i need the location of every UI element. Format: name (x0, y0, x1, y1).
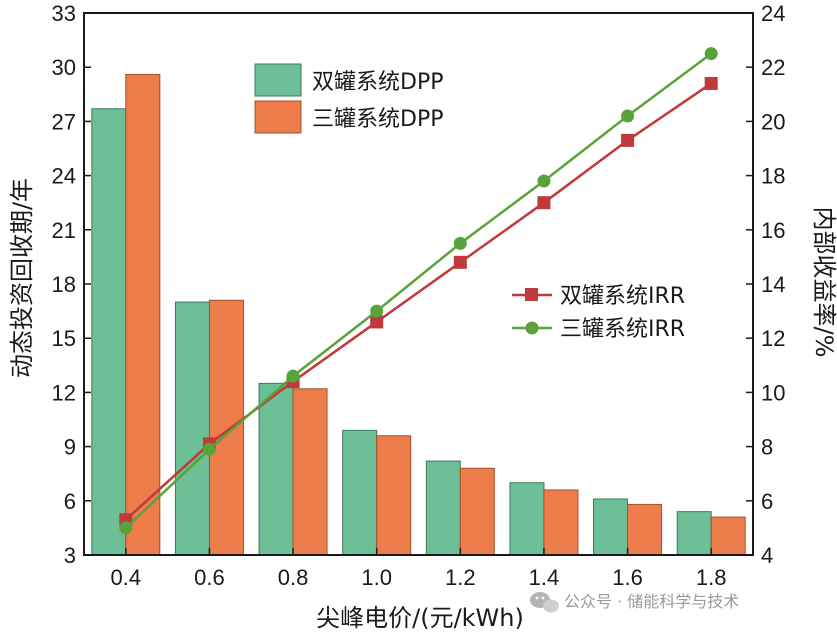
y-left-tick-label: 6 (64, 489, 76, 514)
wechat-icon (530, 592, 559, 613)
bar-dual-dpp-1.8 (676, 511, 712, 556)
watermark-text: 公众号 · 储能科学与技术 (564, 592, 739, 611)
y-right-tick-label: 18 (761, 164, 785, 189)
point-dual-irr-1.2 (453, 255, 467, 269)
bar-triple-dpp-1.4 (543, 489, 579, 556)
bar-triple-dpp-1.2 (459, 467, 495, 556)
bar-triple-dpp-1.6 (627, 503, 663, 556)
y-left-tick-label: 18 (52, 272, 76, 297)
bar-triple-dpp-0.4 (125, 73, 161, 556)
line-triple-irr (124, 52, 712, 529)
y-left-tick-label: 30 (52, 55, 76, 80)
point-dual-irr-1.4 (537, 196, 551, 210)
point-triple-irr-1.2 (453, 236, 467, 250)
legend-bars: 双罐系统DPP 三罐系统DPP (254, 63, 443, 134)
y-left-tick-label: 3 (64, 543, 76, 568)
point-dual-irr-1.0 (370, 315, 384, 329)
bar-dual-dpp-0.8 (258, 382, 294, 556)
bar-dual-dpp-0.6 (174, 301, 210, 556)
y-right-tick-label: 8 (761, 435, 773, 460)
x-tick-label: 0.6 (194, 565, 225, 590)
bar-dual-dpp-1.0 (342, 429, 378, 556)
legend-label-triple-dpp: 三罐系统DPP (312, 107, 443, 132)
point-triple-irr-0.6 (202, 442, 216, 456)
legend-lines: 双罐系统IRR 三罐系统IRR (512, 284, 685, 342)
y-right-tick-label: 14 (761, 272, 785, 297)
x-tick-label: 1.2 (445, 565, 476, 590)
point-triple-irr-1.4 (537, 174, 551, 188)
y-right-tick-label: 24 (761, 1, 785, 26)
point-triple-irr-1.6 (621, 109, 635, 123)
legend-label-triple-irr: 三罐系统IRR (560, 317, 685, 342)
bar-triple-dpp-1.0 (376, 435, 412, 556)
bar-triple-dpp-1.8 (710, 516, 746, 556)
y-left-tick-label: 21 (52, 218, 76, 243)
y-right-tick-label: 22 (761, 55, 785, 80)
legend-marker-triple-irr (525, 321, 539, 335)
bar-triple-dpp-0.8 (292, 388, 328, 556)
y-right-tick-label: 16 (761, 218, 785, 243)
y-right-tick-label: 12 (761, 326, 785, 351)
x-tick-label: 1.4 (529, 565, 560, 590)
point-triple-irr-0.4 (119, 521, 133, 535)
x-tick-label: 0.8 (278, 565, 309, 590)
point-triple-irr-0.8 (286, 369, 300, 383)
y-right-tick-label: 20 (761, 109, 785, 134)
y-left-tick-label: 9 (64, 435, 76, 460)
y-axis-right-title: 内部收益率/% (810, 207, 837, 358)
point-triple-irr-1.8 (704, 47, 718, 61)
line-dual-irr (124, 82, 712, 521)
y-left-tick-label: 33 (52, 1, 76, 26)
y-axis-left-title: 动态投资回收期/年 (8, 178, 36, 378)
point-dual-irr-1.6 (621, 133, 635, 147)
bar-dual-dpp-0.4 (91, 108, 127, 556)
y-right-tick-label: 10 (761, 380, 785, 405)
point-triple-irr-1.0 (370, 304, 384, 318)
legend-marker-dual-irr (525, 288, 538, 301)
watermark: 公众号 · 储能科学与技术 (530, 592, 739, 613)
bar-dual-dpp-1.2 (425, 460, 461, 556)
x-tick-label: 1.0 (361, 565, 392, 590)
legend-label-dual-dpp: 双罐系统DPP (312, 70, 443, 95)
legend-swatch-triple-dpp (254, 100, 302, 134)
bars-layer (91, 73, 746, 556)
legend-label-dual-irr: 双罐系统IRR (560, 284, 685, 309)
y-left-tick-label: 24 (52, 164, 76, 189)
x-tick-label: 0.4 (111, 565, 142, 590)
y-left-tick-label: 15 (52, 326, 76, 351)
x-tick-label: 1.8 (696, 565, 727, 590)
y-right-tick-label: 6 (761, 489, 773, 514)
x-tick-label: 1.6 (612, 565, 643, 590)
lines-layer (119, 47, 718, 535)
x-axis-title: 尖峰电价/(元/kWh) (316, 604, 524, 632)
legend-swatch-dual-dpp (254, 63, 302, 97)
point-dual-irr-1.8 (704, 76, 718, 90)
ticks-layer: 3 6 9 12 15 18 21 24 27 30 33 4 6 8 10 12 14 16 18 20 22 24 0.… (52, 1, 786, 590)
bar-dual-dpp-1.6 (593, 498, 629, 556)
y-left-tick-label: 27 (52, 109, 76, 134)
y-right-tick-label: 4 (761, 543, 773, 568)
bar-triple-dpp-0.6 (208, 299, 244, 556)
y-left-tick-label: 12 (52, 380, 76, 405)
bar-dual-dpp-1.4 (509, 482, 545, 556)
